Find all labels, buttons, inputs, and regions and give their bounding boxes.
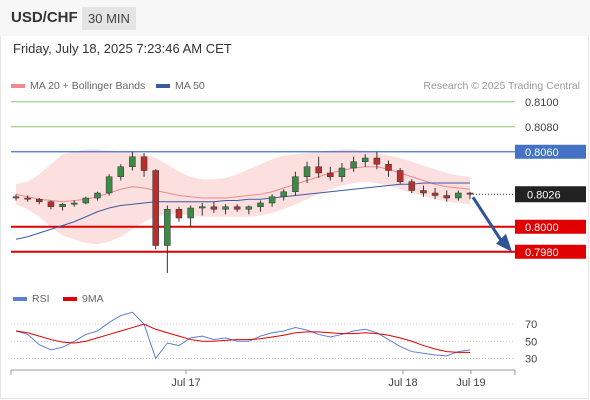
x-tick-label: Jul 17	[171, 377, 200, 389]
candle-body	[175, 209, 183, 219]
level-label-0.7980: 0.7980	[525, 247, 559, 259]
candle-body	[280, 191, 287, 197]
candle-body	[466, 192, 474, 195]
candle-body	[199, 206, 206, 209]
candle-body	[350, 161, 357, 169]
legend-ma50: MA 50	[156, 80, 205, 92]
candle-body	[292, 176, 299, 192]
candle-body	[443, 195, 450, 199]
candle-body	[455, 192, 462, 199]
ma50-swatch	[156, 84, 170, 89]
datetime-label: Friday, July 18, 2025 7:23:46 AM CET	[13, 41, 232, 56]
candle-body	[94, 192, 101, 199]
level-label-0.8060: 0.8060	[525, 147, 559, 159]
candle-body	[24, 197, 31, 200]
ma50-label: MA 50	[175, 80, 205, 92]
candle-body	[12, 196, 20, 199]
candle-body	[222, 206, 229, 210]
candle-body	[268, 196, 276, 204]
candle-body	[59, 204, 66, 207]
timeframe-button[interactable]: 30 MIN	[82, 7, 136, 30]
rsi-line	[15, 311, 471, 360]
candle-body	[315, 166, 322, 174]
last-price-label: 0.8026	[527, 189, 561, 201]
level-tag-0.8060	[515, 144, 586, 159]
bollinger-band	[16, 149, 470, 245]
candle-body	[36, 199, 43, 202]
level-label-0.8100: 0.8100	[525, 97, 559, 109]
candle-body	[152, 170, 159, 246]
forecast-arrow-shaft	[471, 196, 504, 243]
level-label-0.8080: 0.8080	[525, 122, 559, 134]
rsi-tick-50: 50	[525, 336, 537, 348]
candle-body	[396, 170, 404, 182]
ma9-legend-swatch	[63, 297, 77, 301]
level-tag-0.8000	[515, 219, 586, 234]
rsi-ma-line	[15, 323, 470, 353]
candle-body	[385, 164, 392, 171]
rsi-tick-70: 70	[525, 319, 537, 331]
candle-body	[210, 206, 218, 210]
level-tag-0.7980	[515, 244, 586, 259]
forecast-arrow-head	[496, 233, 512, 252]
candle-body	[129, 156, 136, 167]
chart-header: USD/CHF 30 MIN	[0, 0, 590, 36]
candle-body	[408, 181, 416, 191]
rsi-legend-swatch	[13, 297, 27, 301]
ma9-legend-label: 9MA	[82, 293, 104, 305]
level-label-0.8000: 0.8000	[525, 222, 559, 234]
symbol-label: USD/CHF	[11, 9, 78, 26]
candle-body	[117, 166, 125, 177]
ma20-swatch	[11, 84, 25, 89]
ma50-line	[15, 182, 470, 240]
legend-ma20: MA 20 + Bollinger Bands	[11, 80, 145, 92]
x-tick-label: Jul 18	[388, 377, 417, 389]
candle-body	[47, 201, 55, 207]
candle-body	[70, 202, 78, 205]
candle-body	[420, 190, 427, 194]
candle-body	[361, 157, 369, 162]
candle-body	[303, 166, 311, 177]
candle-body	[257, 202, 264, 207]
last-price-tag	[515, 186, 586, 203]
ma20-label: MA 20 + Bollinger Bands	[30, 80, 146, 92]
ma20-line	[15, 166, 471, 203]
candle-body	[164, 209, 171, 246]
candle-body	[431, 192, 439, 196]
rsi-legend-label: RSI	[32, 293, 50, 305]
candle-body	[245, 206, 253, 210]
candle-body	[105, 176, 113, 194]
x-tick-label: Jul 19	[456, 377, 485, 389]
candle-body	[338, 167, 346, 177]
candle-body	[82, 197, 90, 204]
candle-body	[140, 156, 148, 171]
candle-body	[373, 157, 381, 165]
credit-label: Research © 2025 Trading Central	[423, 80, 580, 92]
rsi-tick-30: 30	[525, 353, 537, 365]
candle-body	[327, 172, 334, 177]
candle-body	[187, 207, 194, 219]
candle-body	[233, 206, 241, 210]
